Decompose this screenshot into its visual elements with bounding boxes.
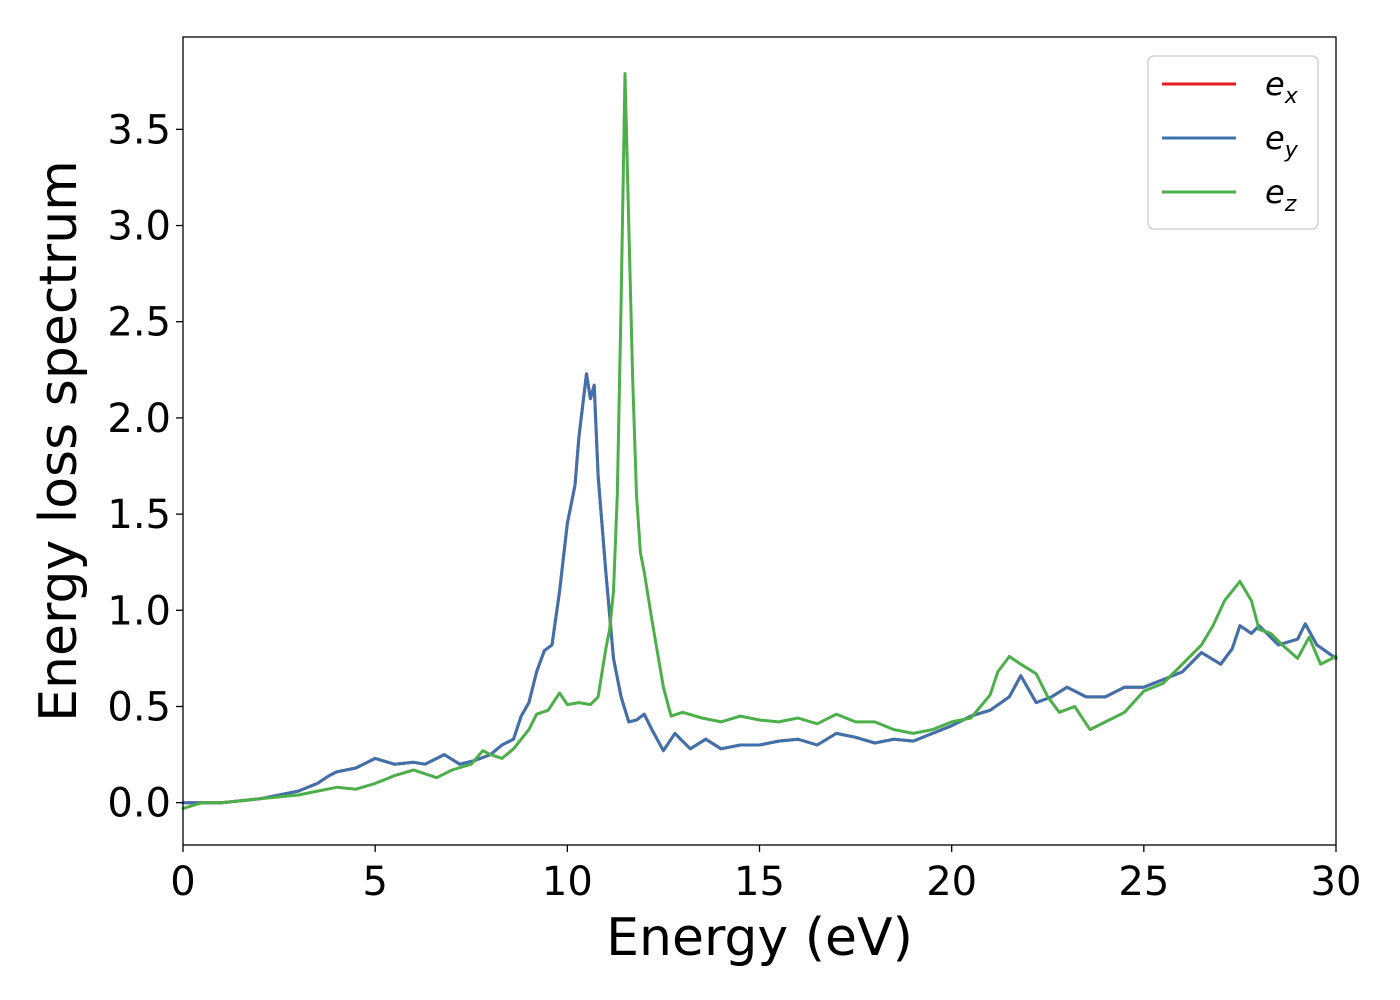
series-layer	[181, 72, 1338, 810]
x-tick-label: 0	[170, 859, 195, 905]
series-line-y	[181, 372, 1338, 805]
y-tick-label: 3.0	[107, 204, 171, 250]
x-axis: 0 5 10 15 20 25 30	[170, 845, 1361, 905]
legend-label-z: ez	[1265, 173, 1297, 217]
x-tick-label: 5	[362, 859, 387, 905]
y-tick-label: 3.5	[107, 107, 171, 153]
x-tick-label: 25	[1118, 859, 1169, 905]
x-axis-title: Energy (eV)	[606, 908, 913, 968]
x-tick-label: 30	[1311, 859, 1362, 905]
y-tick-label: 1.0	[107, 588, 171, 634]
x-tick-label: 15	[734, 859, 785, 905]
y-tick-label: 2.0	[107, 396, 171, 442]
plot-area	[183, 37, 1336, 845]
y-axis-title: Energy loss spectrum	[29, 160, 89, 722]
legend-label-x: ex	[1265, 65, 1299, 109]
y-tick-label: 2.5	[107, 300, 171, 346]
legend-box	[1147, 55, 1319, 230]
x-tick-label: 20	[926, 859, 977, 905]
y-tick-label: 1.5	[107, 492, 171, 538]
y-axis: 0.0 0.5 1.0 1.5 2.0 2.5 3.0 3.5	[107, 107, 183, 827]
series-line-z	[181, 72, 1338, 810]
legend-entries: ex ey ez	[1162, 65, 1299, 217]
y-tick-label: 0.0	[107, 781, 171, 827]
y-tick-label: 0.5	[107, 684, 171, 730]
legend-label-y: ey	[1265, 119, 1299, 163]
x-tick-label: 10	[542, 859, 593, 905]
legend: ex ey ez	[1147, 55, 1319, 230]
